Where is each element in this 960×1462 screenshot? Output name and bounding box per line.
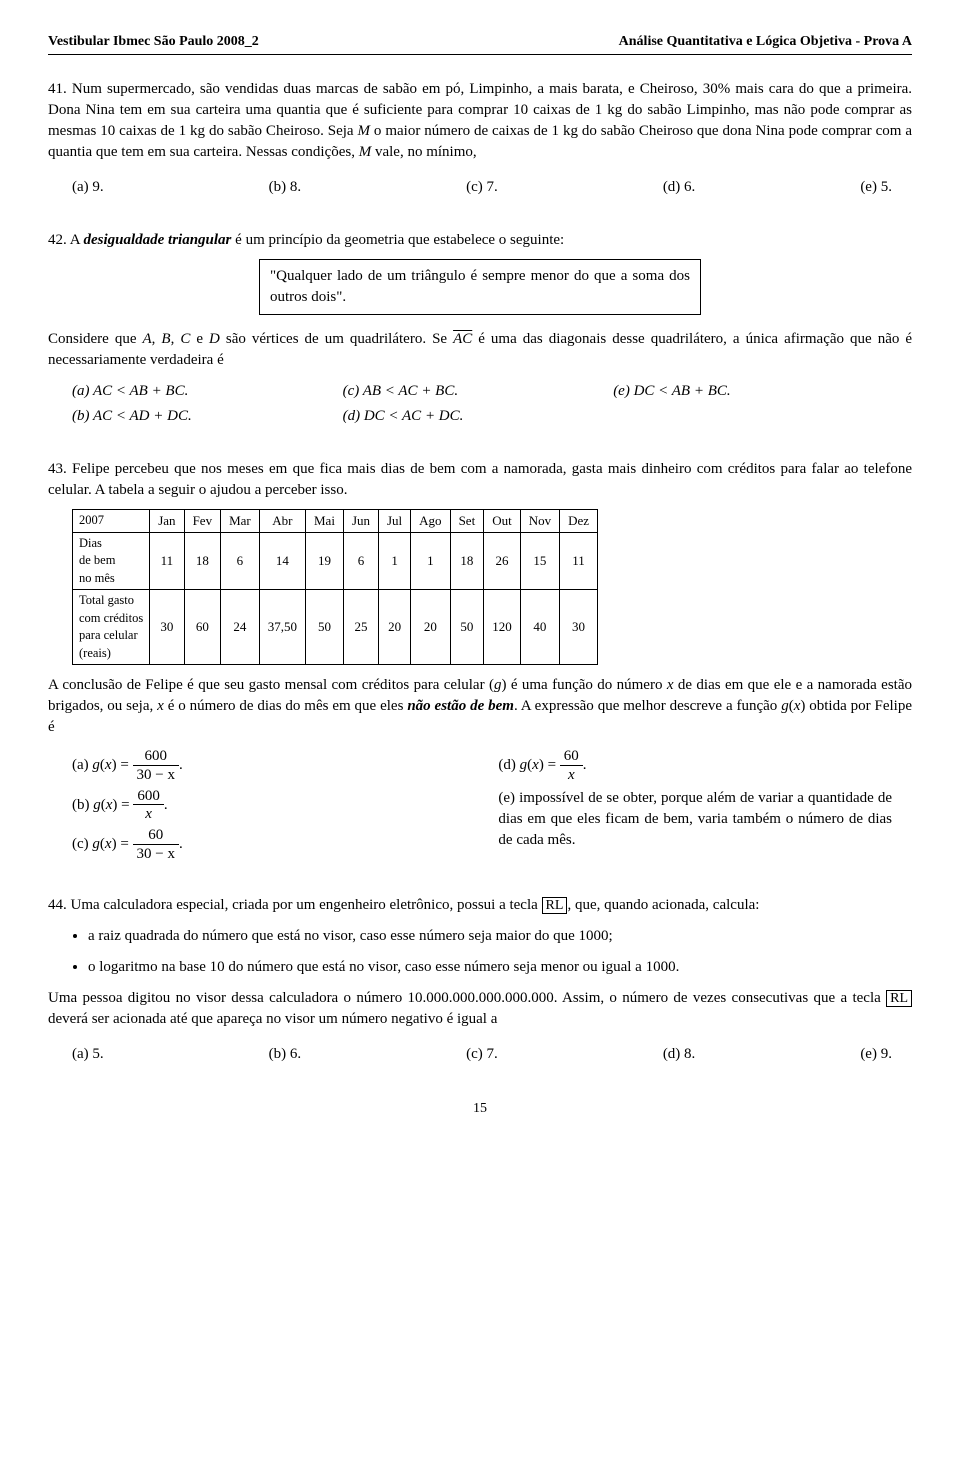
var-x-2: x [157, 698, 164, 714]
q44-number: 44. [48, 897, 67, 913]
q44-p1b: , que, quando acionada, calcula: [567, 897, 759, 913]
vars-ABCD: A [142, 331, 151, 347]
q43-c-num: 60 [133, 827, 179, 845]
q43-intro: Felipe percebeu que nos meses em que fic… [48, 461, 912, 498]
q44-p2b: deverá ser acionada até que apareça no v… [48, 1011, 497, 1027]
q43-a-den: 30 − x [133, 766, 179, 784]
page-header: Vestibular Ibmec São Paulo 2008_2 Anális… [48, 32, 912, 55]
q42-options: (a) AC < AB + BC. (b) AC < AD + DC. (c) … [72, 381, 892, 431]
q44-opt-c: (c) 7. [466, 1044, 498, 1065]
q44-p1a: Uma calculadora especial, criada por um … [71, 897, 542, 913]
q43-paragraph-2: A conclusão de Felipe é que seu gasto me… [48, 675, 912, 738]
table-row-dias: Diasde bemno mês11186141961118261511 [73, 532, 598, 590]
q42-opt-e: (e) DC < AB + BC. [613, 381, 884, 402]
var-C: C [180, 331, 190, 347]
q43-p2a: A conclusão de Felipe é que seu gasto me… [48, 677, 494, 693]
header-left: Vestibular Ibmec São Paulo 2008_2 [48, 32, 259, 52]
q41-opt-c: (c) 7. [466, 177, 498, 198]
q43-b-den: x [133, 805, 164, 823]
q41-number: 41. [48, 81, 67, 97]
q43-opt-a: (a) g(x) = 60030 − x. [72, 748, 466, 784]
q43-p2-bold: não estão de bem [407, 698, 514, 714]
q41-opt-e: (e) 5. [860, 177, 892, 198]
q41-opt-b: (b) 8. [269, 177, 302, 198]
q44-opt-d: (d) 8. [663, 1044, 696, 1065]
var-M-2: M [359, 144, 372, 160]
q44-opt-a: (a) 5. [72, 1044, 104, 1065]
q42-opt-c: (c) AB < AC + BC. [343, 381, 614, 402]
rl-key-box: RL [542, 897, 568, 914]
q43-d-num: 60 [560, 748, 583, 766]
q43-opt-b: (b) g(x) = 600x. [72, 788, 466, 824]
var-B: B [161, 331, 170, 347]
q42-paragraph-2: Considere que A, B, C e D são vértices d… [48, 329, 912, 371]
page-number: 15 [48, 1099, 912, 1119]
q42-boxed-statement: "Qualquer lado de um triângulo é sempre … [259, 259, 701, 315]
q43-opt-e: (e) impossível de se obter, porque além … [498, 788, 892, 851]
q43-b-num: 600 [133, 788, 164, 806]
table-row-gasto: Total gastocom créditospara celular(reai… [73, 590, 598, 665]
q42-intro: A [70, 232, 84, 248]
q43-number: 43. [48, 461, 67, 477]
q41-options: (a) 9. (b) 8. (c) 7. (d) 6. (e) 5. [72, 177, 892, 202]
q44-bullets: a raiz quadrada do número que está no vi… [88, 926, 912, 978]
q42-intro2: é um princípio da geometria que estabele… [231, 232, 564, 248]
q42-term: desigualdade triangular [83, 232, 231, 248]
q44-opt-b: (b) 6. [269, 1044, 302, 1065]
q43-a-num: 600 [133, 748, 179, 766]
q42-p2c: é uma das diagonais desse quadrilátero, … [48, 331, 912, 368]
func-gx: g [781, 698, 789, 714]
segment-AC: AC [453, 331, 472, 347]
q41-opt-a: (a) 9. [72, 177, 104, 198]
q43-options: (a) g(x) = 60030 − x. (b) g(x) = 600x. (… [72, 748, 892, 867]
q41-opt-d: (d) 6. [663, 177, 696, 198]
question-41: 41. Num supermercado, são vendidas duas … [48, 79, 912, 202]
q43-opt-c: (c) g(x) = 6030 − x. [72, 827, 466, 863]
q43-d-den: x [560, 766, 583, 784]
var-x-3: x [794, 698, 801, 714]
q43-table: 2007JanFevMarAbrMaiJunJulAgoSetOutNovDez… [72, 509, 598, 666]
q44-opt-e: (e) 9. [860, 1044, 892, 1065]
q42-opt-b: (b) AC < AD + DC. [72, 406, 343, 427]
q42-opt-a: (a) AC < AB + BC. [72, 381, 343, 402]
q43-opt-d: (d) g(x) = 60x. [498, 748, 892, 784]
var-D: D [209, 331, 220, 347]
q43-p2b: ) é uma função do número [501, 677, 666, 693]
q43-c-den: 30 − x [133, 845, 179, 863]
rl-key-box-2: RL [886, 990, 912, 1007]
q43-p2d: é o número de dias do mês em que eles [164, 698, 408, 714]
var-M: M [358, 123, 371, 139]
question-44: 44. Uma calculadora especial, criada por… [48, 895, 912, 1069]
var-x: x [667, 677, 674, 693]
q44-p2a: Uma pessoa digitou no visor dessa calcul… [48, 990, 886, 1006]
q44-bullet-1: a raiz quadrada do número que está no vi… [88, 926, 912, 947]
q44-paragraph-2: Uma pessoa digitou no visor dessa calcul… [48, 988, 912, 1030]
q43-p2e: . A expressão que melhor descreve a funç… [514, 698, 781, 714]
question-43: 43. Felipe percebeu que nos meses em que… [48, 459, 912, 867]
question-42: 42. A desigualdade triangular é um princ… [48, 230, 912, 431]
q44-bullet-2: o logaritmo na base 10 do número que est… [88, 957, 912, 978]
header-right: Análise Quantitativa e Lógica Objetiva -… [619, 32, 912, 52]
q42-p2b: são vértices de um quadrilátero. Se [220, 331, 453, 347]
q42-opt-d: (d) DC < AC + DC. [343, 406, 614, 427]
q42-p2a: Considere que [48, 331, 142, 347]
q41-text-3: vale, no mínimo, [371, 144, 476, 160]
table-row-head: 2007JanFevMarAbrMaiJunJulAgoSetOutNovDez [73, 509, 598, 532]
q44-options: (a) 5. (b) 6. (c) 7. (d) 8. (e) 9. [72, 1044, 892, 1069]
q42-number: 42. [48, 232, 67, 248]
